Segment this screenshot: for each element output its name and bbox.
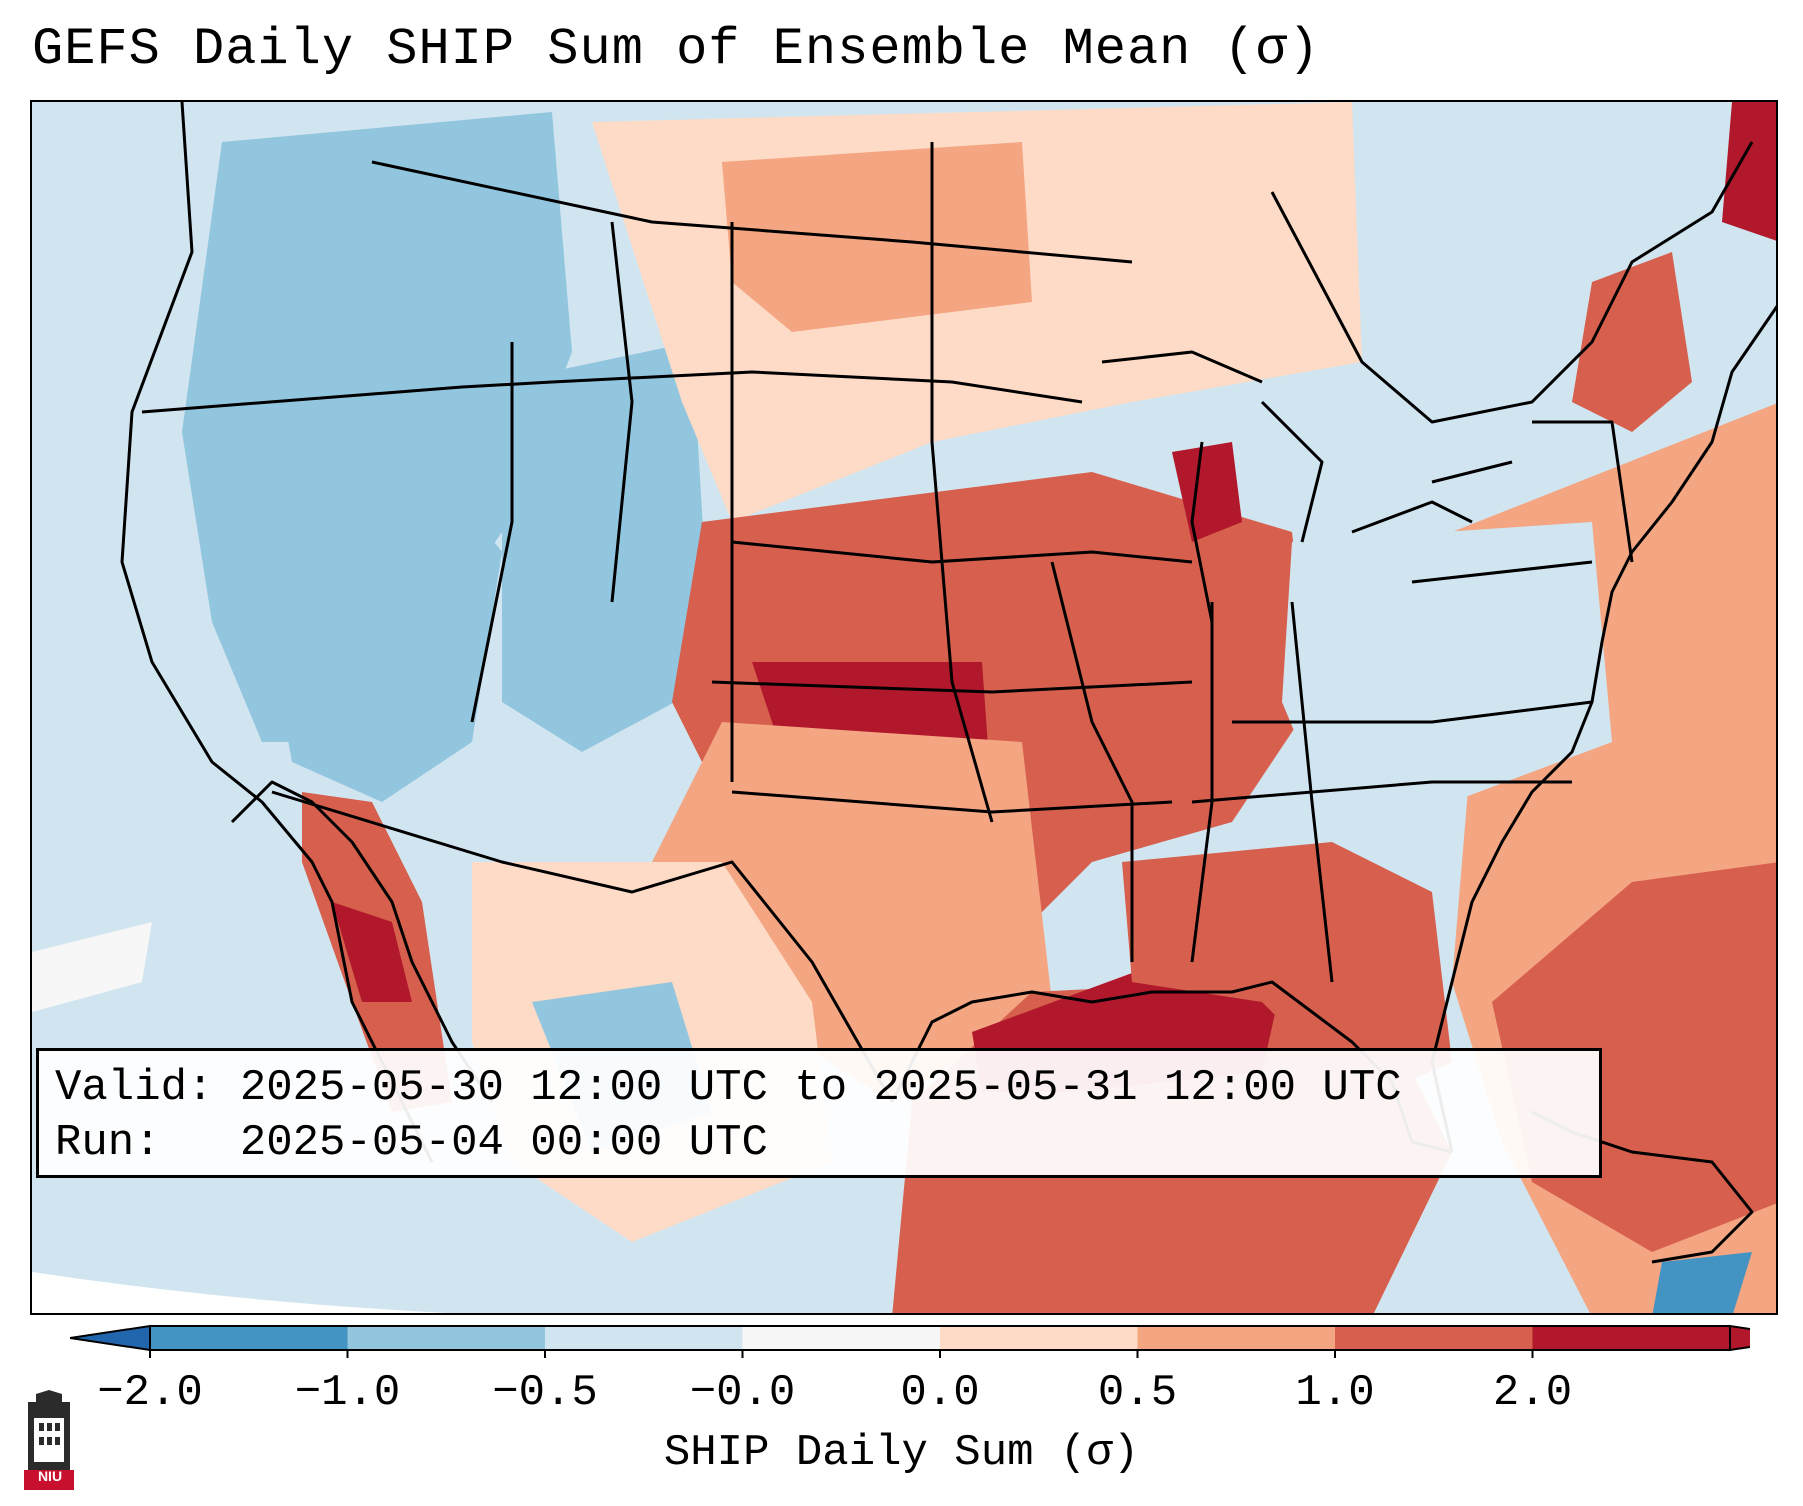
border-pennsylvania xyxy=(1411,560,1593,584)
colorbar-tick-label: −1.0 xyxy=(294,1368,401,1418)
colorbar-tick-label: −0.0 xyxy=(689,1368,796,1418)
negative-anomaly-cuba xyxy=(1652,1252,1752,1313)
colorbar-extend-high xyxy=(1729,1324,1750,1352)
colorbar-bin xyxy=(940,1326,1138,1350)
colorbar-bin xyxy=(150,1326,348,1350)
positive-anomaly-southeast xyxy=(1122,842,1452,1102)
lake-erie-shore xyxy=(1351,500,1473,534)
lake-superior-shore xyxy=(1101,350,1263,384)
lake-huron-shore xyxy=(1260,400,1324,543)
out-of-domain-area xyxy=(32,1272,448,1313)
border-nebraska-iowa xyxy=(731,540,1193,564)
colorbar-bin xyxy=(1137,1326,1336,1350)
border-us-mexico xyxy=(271,790,894,1103)
colorbar-label: SHIP Daily Sum (σ) xyxy=(663,1428,1140,1478)
logo-text: NIU xyxy=(37,1468,63,1484)
colorbar-bins xyxy=(150,1326,1731,1350)
chart-title: GEFS Daily SHIP Sum of Ensemble Mean (σ) xyxy=(32,20,1321,79)
border-kansas-missouri xyxy=(711,680,1193,694)
colorbar-bin xyxy=(545,1326,743,1350)
st-lawrence-region xyxy=(1270,141,1754,424)
colorbar-bin xyxy=(1532,1326,1731,1350)
colorbar-bin xyxy=(742,1326,941,1350)
border-illinois-indiana xyxy=(1190,602,1214,963)
lake-michigan-shore xyxy=(1190,441,1214,623)
border-us-canada xyxy=(371,160,1133,264)
colorbar-bin xyxy=(347,1326,546,1350)
border-ohio-alabama xyxy=(1290,601,1334,983)
positive-anomaly-new-england xyxy=(1572,252,1692,432)
border-new-england xyxy=(1532,420,1634,563)
colorbar-tick-label: 1.0 xyxy=(1295,1368,1375,1418)
political-boundaries xyxy=(120,102,1776,1264)
negative-anomaly-northeast xyxy=(1282,522,1612,822)
colorbar-tick-label: 2.0 xyxy=(1492,1368,1573,1418)
run-time: 2025-05-04 00:00 UTC xyxy=(239,1118,768,1168)
colorbar-tick-label: 0.0 xyxy=(900,1368,980,1418)
negative-anomaly-basin xyxy=(252,462,502,802)
border-oklahoma-arkansas xyxy=(731,790,1173,814)
border-idaho-wyoming xyxy=(610,221,634,603)
positive-anomaly-dakotas xyxy=(722,142,1032,332)
border-northern-states xyxy=(141,370,1083,414)
border-nevada-utah xyxy=(470,342,514,723)
negative-anomaly-rockies xyxy=(502,342,712,752)
colorbar-tick-label: 0.5 xyxy=(1097,1368,1178,1418)
run-label: Run: xyxy=(55,1118,161,1168)
valid-run-info-box: Valid: 2025-05-30 12:00 UTC to 2025-05-3… xyxy=(36,1048,1602,1178)
baja-coastline xyxy=(230,780,494,1103)
valid-label: Valid: xyxy=(55,1063,214,1113)
colorbar-bin xyxy=(1335,1326,1533,1350)
border-kentucky-virginia xyxy=(1232,700,1593,724)
near-zero-pacific xyxy=(32,922,152,1012)
border-mississippi-river xyxy=(1050,561,1134,962)
strong-anomaly-gulf-of-california xyxy=(332,902,412,1002)
strong-anomaly-maine xyxy=(1722,102,1776,241)
pacific-coastline xyxy=(120,102,434,1163)
lake-ontario-shore xyxy=(1431,460,1513,484)
colorbar-tick-label: −2.0 xyxy=(97,1368,203,1418)
colorbar xyxy=(70,1324,1750,1358)
valid-time-range: 2025-05-30 12:00 UTC to 2025-05-31 12:00… xyxy=(239,1063,1402,1113)
colorbar-tick-label: −0.5 xyxy=(492,1368,598,1418)
university-building-icon xyxy=(24,1390,74,1490)
colorbar-extend-low xyxy=(70,1324,151,1352)
strong-anomaly-lake-michigan xyxy=(1172,442,1242,542)
border-tennessee xyxy=(1191,780,1572,804)
